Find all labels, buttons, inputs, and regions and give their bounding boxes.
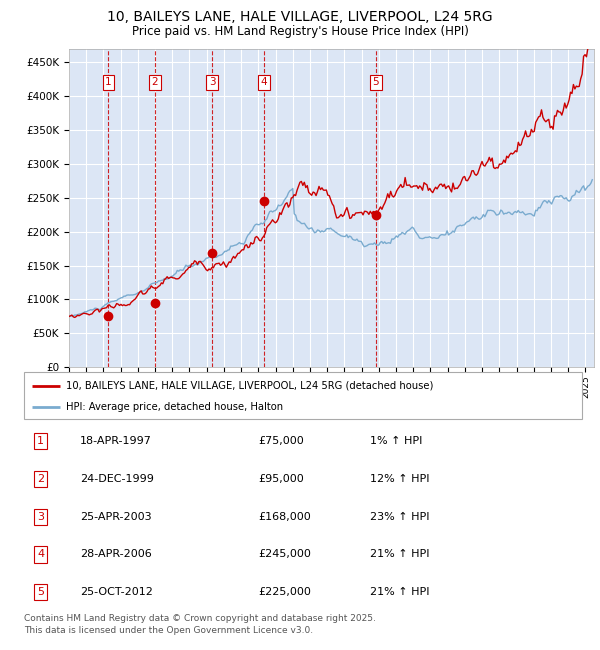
Text: 1: 1 — [105, 77, 112, 87]
Text: 21% ↑ HPI: 21% ↑ HPI — [370, 549, 430, 560]
Text: 3: 3 — [209, 77, 215, 87]
Text: 5: 5 — [37, 587, 44, 597]
Text: HPI: Average price, detached house, Halton: HPI: Average price, detached house, Halt… — [66, 402, 283, 412]
Text: £95,000: £95,000 — [259, 474, 304, 484]
Text: 21% ↑ HPI: 21% ↑ HPI — [370, 587, 430, 597]
Text: 24-DEC-1999: 24-DEC-1999 — [80, 474, 154, 484]
Text: £168,000: £168,000 — [259, 512, 311, 522]
FancyBboxPatch shape — [24, 372, 582, 419]
Text: 2: 2 — [37, 474, 44, 484]
Text: 18-APR-1997: 18-APR-1997 — [80, 436, 152, 447]
Text: £245,000: £245,000 — [259, 549, 311, 560]
Text: 23% ↑ HPI: 23% ↑ HPI — [370, 512, 430, 522]
Text: 3: 3 — [37, 512, 44, 522]
Text: Contains HM Land Registry data © Crown copyright and database right 2025.
This d: Contains HM Land Registry data © Crown c… — [24, 614, 376, 635]
Text: 28-APR-2006: 28-APR-2006 — [80, 549, 152, 560]
Text: 5: 5 — [373, 77, 379, 87]
Text: 12% ↑ HPI: 12% ↑ HPI — [370, 474, 430, 484]
Text: Price paid vs. HM Land Registry's House Price Index (HPI): Price paid vs. HM Land Registry's House … — [131, 25, 469, 38]
Text: 25-APR-2003: 25-APR-2003 — [80, 512, 151, 522]
Text: 10, BAILEYS LANE, HALE VILLAGE, LIVERPOOL, L24 5RG: 10, BAILEYS LANE, HALE VILLAGE, LIVERPOO… — [107, 10, 493, 24]
Text: 2: 2 — [151, 77, 158, 87]
Text: 4: 4 — [261, 77, 268, 87]
Text: 25-OCT-2012: 25-OCT-2012 — [80, 587, 152, 597]
Text: 10, BAILEYS LANE, HALE VILLAGE, LIVERPOOL, L24 5RG (detached house): 10, BAILEYS LANE, HALE VILLAGE, LIVERPOO… — [66, 380, 433, 391]
Text: £75,000: £75,000 — [259, 436, 304, 447]
Text: 1% ↑ HPI: 1% ↑ HPI — [370, 436, 422, 447]
Text: 1: 1 — [37, 436, 44, 447]
Text: 4: 4 — [37, 549, 44, 560]
Text: £225,000: £225,000 — [259, 587, 311, 597]
